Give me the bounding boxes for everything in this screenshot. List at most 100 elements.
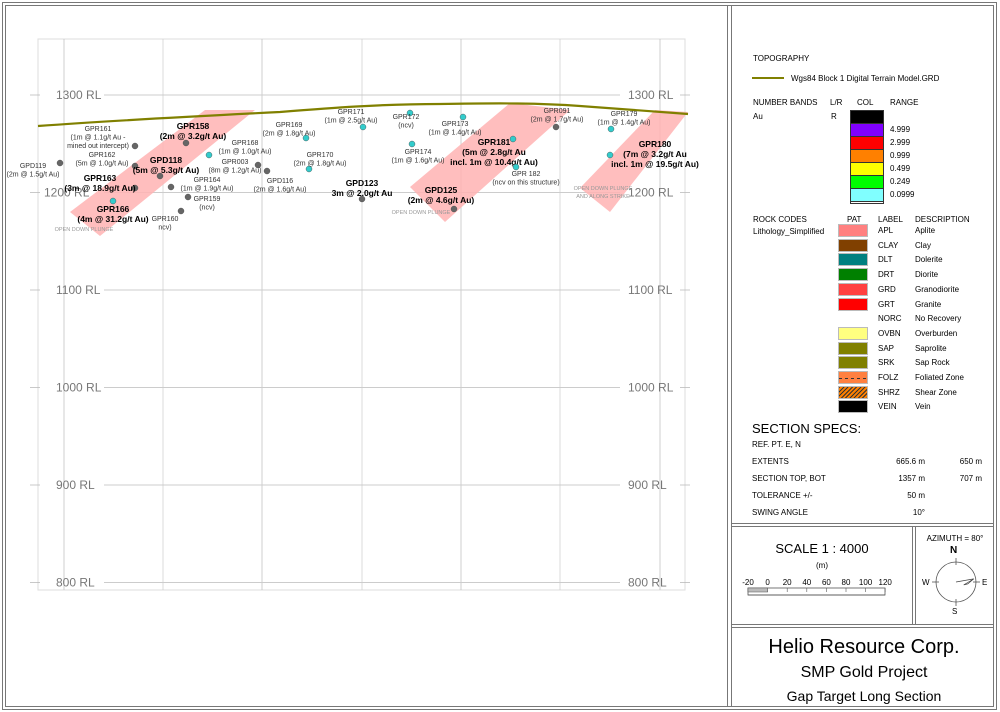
- scale-tick-label: 20: [783, 578, 792, 587]
- drillhole[interactable]: GPR171 (1m @ 2.5g/t Au): [324, 109, 378, 131]
- drillhole[interactable]: GPR164 (1m @ 1.9g/t Au): [167, 177, 234, 193]
- company-name: Helio Resource Corp.: [768, 636, 960, 658]
- rock-description: Diorite: [915, 270, 939, 280]
- mineralized-zone: [70, 110, 255, 236]
- drillhole[interactable]: GPR091 (2m @ 1.7g/t Au): [530, 108, 584, 131]
- drillhole[interactable]: GPR166(4m @ 31.2g/t Au): [77, 197, 149, 224]
- drillhole-marker: [607, 125, 615, 133]
- drillhole-name: GPR172: [393, 114, 420, 121]
- rock-pattern-swatch: [838, 400, 868, 414]
- drillhole[interactable]: GPR161 (1m @ 1.1g/t Au -mined out interce…: [67, 126, 139, 150]
- drillhole-result: (1m @ 1.1g/t Au -: [71, 135, 127, 142]
- scale-tick-label: 100: [859, 578, 873, 587]
- panel-divider: [731, 6, 732, 706]
- rock-pattern-swatch: [838, 356, 868, 370]
- drillhole[interactable]: GPR168 (1m @ 1.0g/t Au): [205, 140, 272, 159]
- azimuth-line: [955, 578, 974, 583]
- drillhole[interactable]: GPD125(2m @ 4.6g/t Au): [408, 185, 475, 213]
- rock-codes-list: APL Aplite CLAY Clay DLT Dolerite DRT Diorite GR…: [730, 224, 994, 424]
- zone-note: OPEN DOWN PLUNGE: [392, 210, 451, 216]
- rock-description: No Recovery: [915, 314, 962, 324]
- drillholes: GPD119 (2m @ 1.5g/t Au) GPR161 (1m @ 1.1g/t…: [6, 108, 699, 232]
- topography-line-swatch: [752, 77, 784, 79]
- drillhole-name: GPR180: [639, 139, 672, 149]
- rock-description: Overburden: [915, 328, 958, 338]
- spec-label: SWING ANGLE: [752, 508, 809, 517]
- band-range: 0.249: [890, 177, 911, 186]
- panel-divider: [731, 523, 993, 524]
- panel-divider: [727, 6, 728, 706]
- rock-description: Shear Zone: [915, 387, 957, 397]
- drillhole-marker: [459, 113, 467, 121]
- rock-field: Lithology_Simplified: [753, 227, 825, 236]
- drillhole[interactable]: GPR158(2m @ 3.2g/t Au): [160, 121, 227, 147]
- drillhole-result: mined out intercept): [67, 143, 129, 150]
- rock-label: SRK: [878, 358, 895, 368]
- drillhole-name: GPR158: [177, 121, 210, 131]
- drillhole-marker: [182, 139, 190, 147]
- drillhole-result: (4m @ 31.2g/t Au): [77, 214, 148, 224]
- spec-value: 665.6 m: [896, 457, 925, 466]
- color-band: [851, 137, 883, 150]
- spec-value: 650 m: [959, 457, 982, 466]
- rock-pattern-swatch: [838, 268, 868, 282]
- drillhole[interactable]: GPD116 (2m @ 1.6g/t Au): [253, 167, 307, 194]
- color-band: [851, 150, 883, 163]
- drillhole[interactable]: GPD119 (2m @ 1.5g/t Au): [6, 159, 64, 179]
- drillhole-marker: [606, 151, 614, 159]
- drillhole[interactable]: GPR173 (1m @ 1.4g/t Au): [428, 113, 482, 137]
- drillhole-name: GPR003: [222, 159, 249, 166]
- rock-label: CLAY: [878, 240, 899, 250]
- drillhole[interactable]: GPR163(3m @ 18.9g/t Au): [64, 173, 139, 193]
- rock-description: Granodiorite: [915, 284, 960, 294]
- drillhole-name: GPR166: [97, 204, 130, 214]
- drillhole[interactable]: GPR172 (ncv): [393, 109, 420, 130]
- compass-block: AZIMUTH = 80° N S E W: [916, 527, 994, 624]
- rock-pattern-swatch: [838, 253, 868, 267]
- panel-divider: [731, 624, 993, 625]
- drillhole[interactable]: GPR003 (8m @ 1.2g/t Au): [208, 159, 261, 175]
- drillhole-name: GPR 182: [512, 171, 541, 178]
- drillhole-marker: [156, 172, 164, 180]
- rl-label-left: 1100 RL: [56, 283, 101, 297]
- drillhole-marker: [131, 162, 139, 170]
- drillhole[interactable]: GPR162 (5m @ 1.0g/t Au): [75, 152, 139, 170]
- drillhole[interactable]: GPR169 (2m @ 1.8g/t Au): [262, 122, 316, 142]
- spec-value: 10°: [912, 508, 925, 517]
- azimuth-label: AZIMUTH = 80°: [926, 534, 984, 543]
- drillhole-marker: [263, 167, 271, 175]
- drillhole[interactable]: GPR174 (1m @ 1.6g/t Au): [391, 140, 445, 165]
- mineralized-zone: [410, 103, 570, 222]
- band-range: 0.0999: [890, 190, 915, 199]
- drillhole-marker: [131, 184, 139, 192]
- drillhole-marker: [205, 151, 213, 159]
- rock-description: Granite: [915, 299, 942, 309]
- drillhole-name: GPD118: [150, 155, 182, 165]
- drillhole[interactable]: GPD118(5m @ 5.3g/t Au): [133, 155, 200, 180]
- drillhole-result: (2m @ 1.5g/t Au): [6, 172, 59, 179]
- drillhole[interactable]: GPR170 (2m @ 1.8g/t Au): [293, 152, 347, 173]
- spec-value: 1357 m: [898, 474, 925, 483]
- legend-panel: TOPOGRAPHY Wgs84 Block 1 Digital Terrain…: [730, 0, 994, 520]
- drillhole-result: (ncv): [199, 205, 215, 212]
- color-band: [851, 124, 883, 137]
- rock-description: Foliated Zone: [915, 373, 964, 382]
- panel-divider: [912, 527, 913, 624]
- rock-label: VEIN: [878, 402, 897, 412]
- drillhole[interactable]: GPR160 ncv): [152, 207, 185, 232]
- rock-description: Vein: [915, 402, 931, 412]
- drillhole[interactable]: GPR159 (ncv): [184, 193, 221, 212]
- rock-label: SAP: [878, 343, 895, 353]
- drillhole-result: (5m @ 1.0g/t Au): [75, 161, 128, 168]
- sheet-border-inner: [5, 5, 994, 707]
- drillhole[interactable]: GPR179 (1m @ 1.4g/t Au): [597, 111, 651, 133]
- rl-label-left: 1200 RL: [44, 186, 90, 200]
- drillhole[interactable]: GPR 182 (ncv on this structure): [492, 163, 560, 187]
- rock-label: APL: [878, 226, 894, 235]
- rock-description: Clay: [915, 240, 932, 250]
- compass-east: E: [982, 578, 988, 587]
- rock-label: DRT: [878, 270, 895, 280]
